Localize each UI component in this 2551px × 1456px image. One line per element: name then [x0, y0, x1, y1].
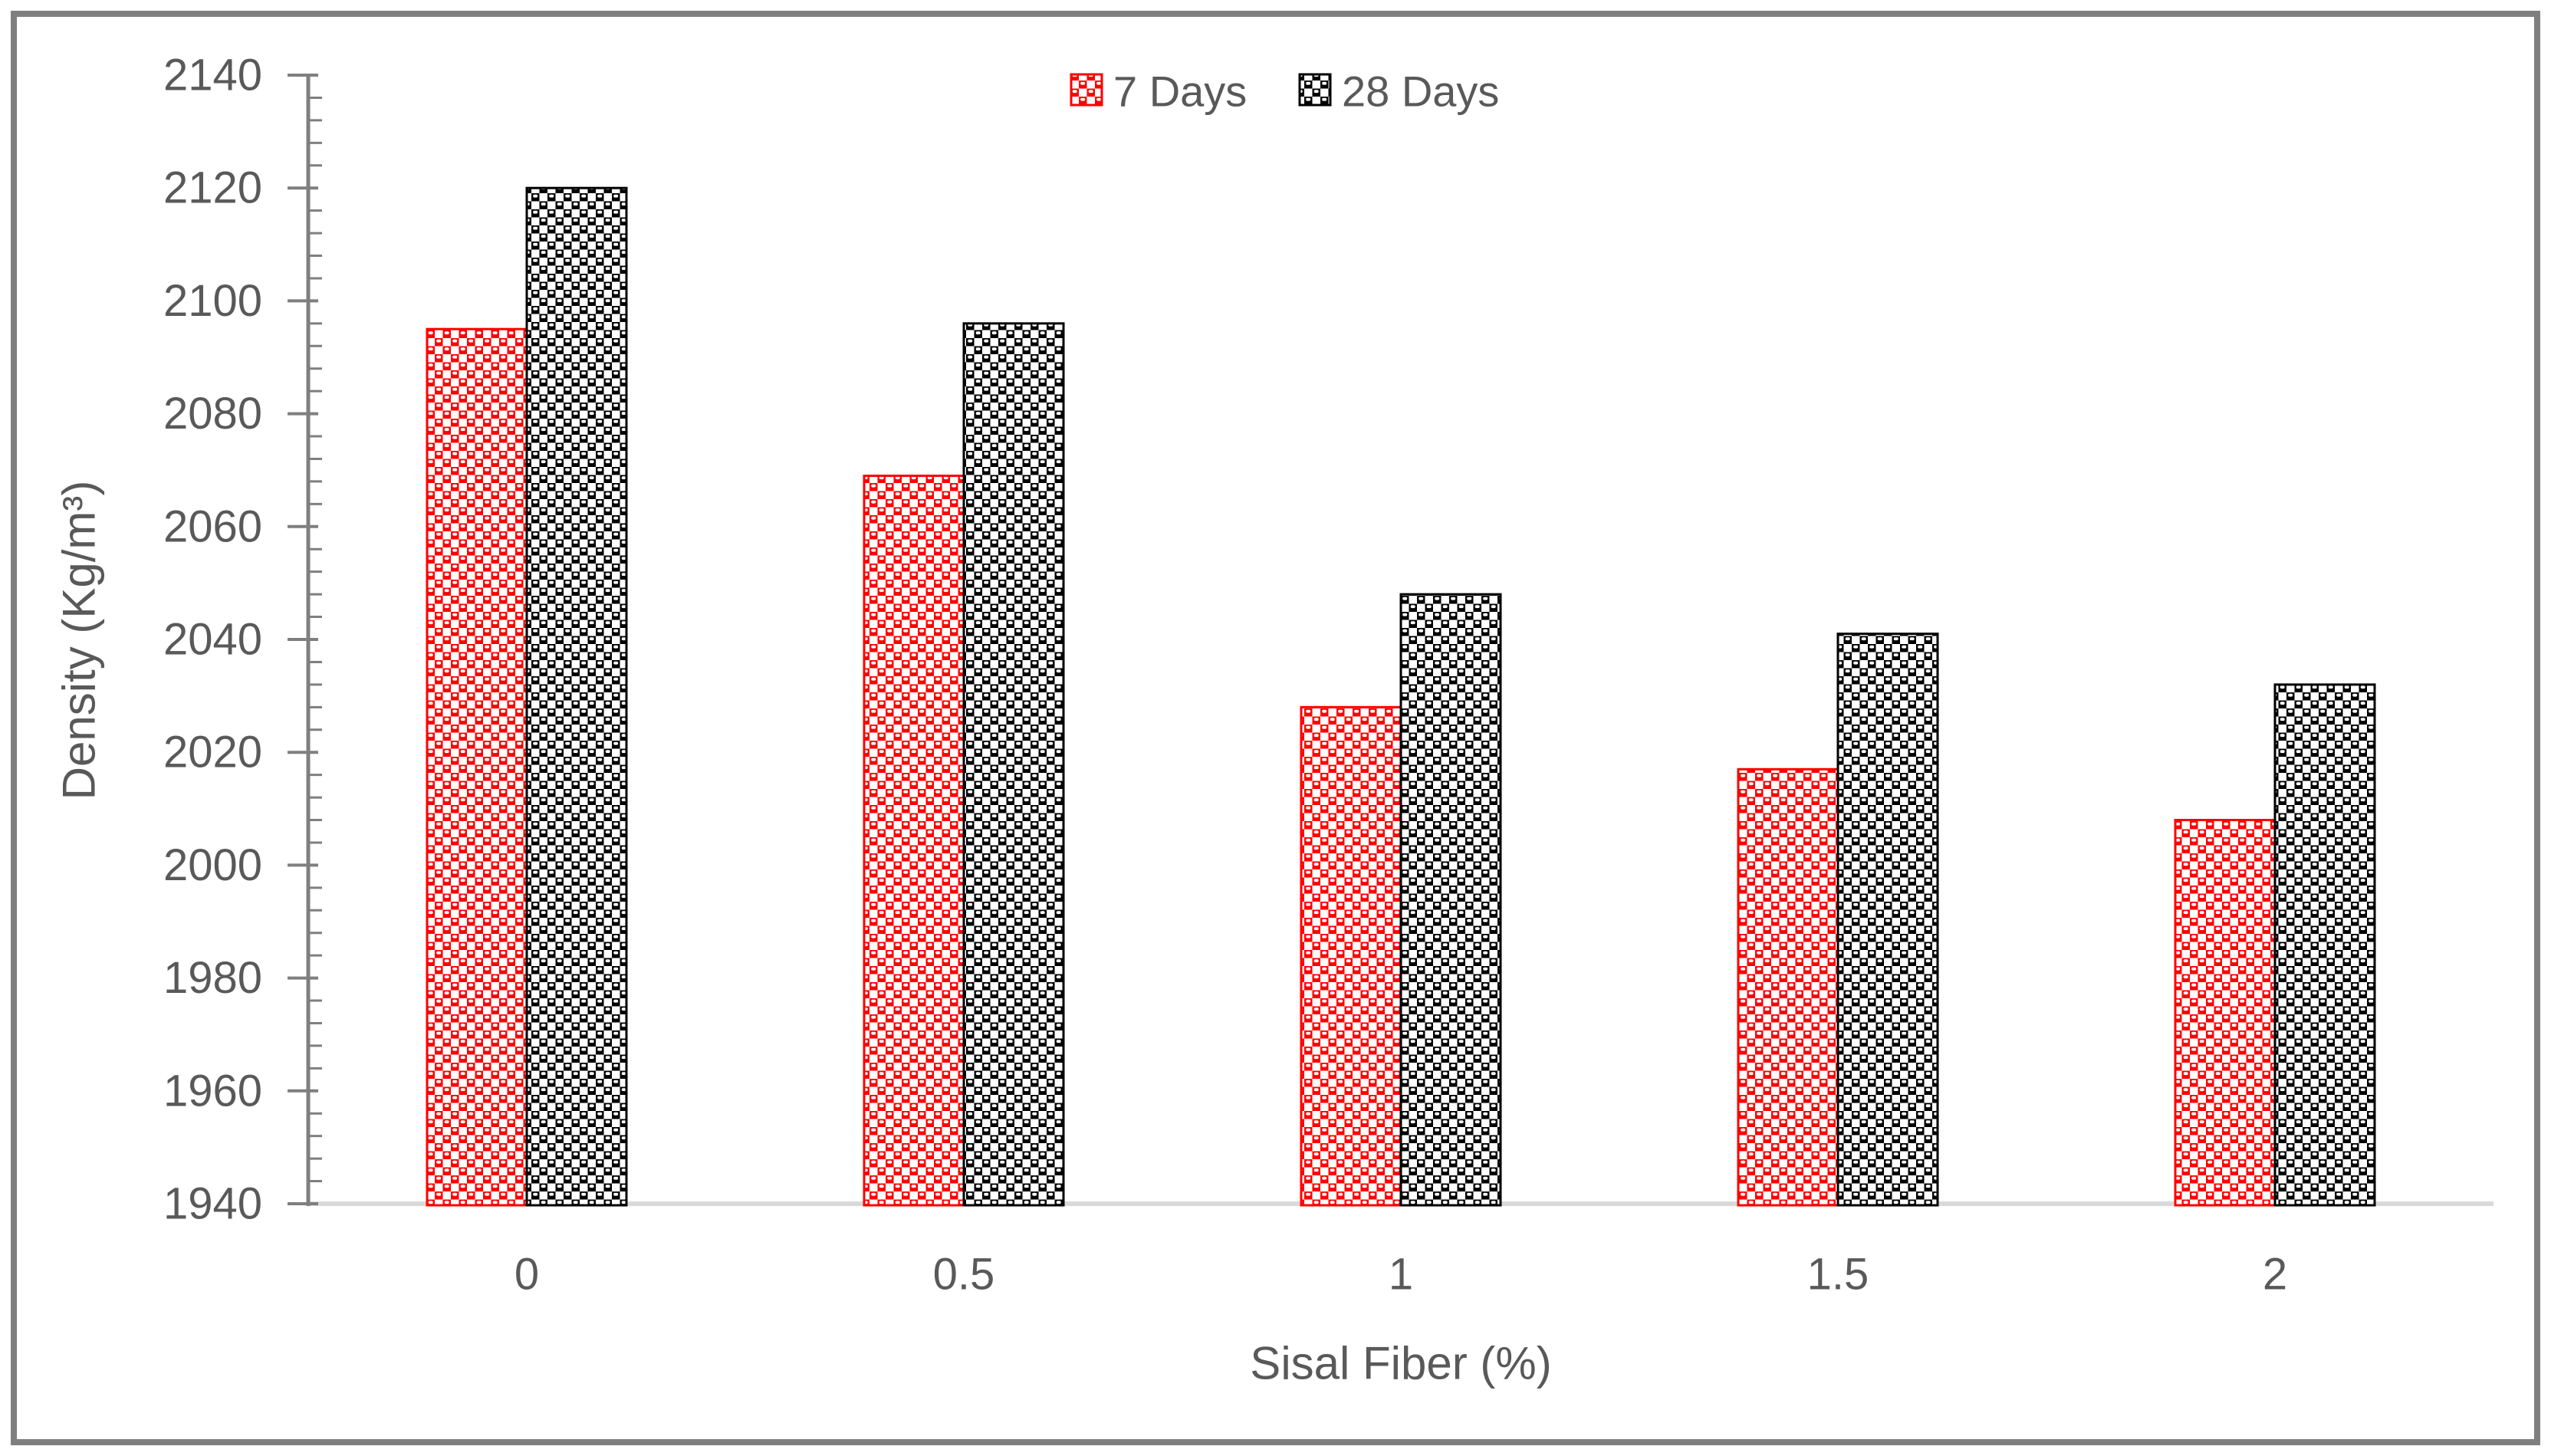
y-tick-label: 1980: [163, 953, 262, 1003]
x-tick-label: 1: [1389, 1250, 1413, 1300]
y-tick-label: 2100: [163, 276, 262, 326]
x-tick-label: 0.5: [933, 1250, 995, 1300]
legend-label-28-days: 28 Days: [1342, 67, 1499, 116]
bar-28-days-cat-0: [525, 186, 628, 1207]
bar-28-days-cat-2: [2273, 683, 2376, 1207]
bar-7-days-cat-1.5: [1737, 767, 1839, 1207]
plot-area: 1940 1960 1980 2000 2020 2040 2060 2080 2100 2120…: [163, 51, 2493, 1300]
y-tick-label: 2000: [163, 840, 262, 890]
legend-label-7-days: 7 Days: [1113, 67, 1247, 116]
y-tick-label: 1960: [163, 1066, 262, 1116]
y-tick-label: 2140: [163, 51, 262, 100]
y-tick-label: 2020: [163, 728, 262, 777]
y-axis-title: Density (Kg/m³): [54, 481, 105, 800]
x-tick-label: 2: [2263, 1250, 2287, 1300]
bar-28-days-cat-0.5: [962, 322, 1065, 1207]
bar-7-days-cat-1: [1300, 705, 1402, 1207]
y-tick-label: 2060: [163, 501, 262, 551]
bar-28-days-cat-1: [1399, 593, 1502, 1207]
y-tick-label: 2120: [163, 163, 262, 213]
x-tick-label: 1.5: [1807, 1250, 1869, 1300]
y-tick-label: 2040: [163, 615, 262, 665]
bar-28-days-cat-1.5: [1836, 633, 1939, 1207]
bar-7-days-cat-0: [426, 327, 528, 1207]
y-tick-label: 2080: [163, 389, 262, 439]
x-tick-label: 0: [514, 1250, 539, 1300]
bar-7-days-cat-2: [2174, 819, 2277, 1207]
legend-swatch-7-days: [1070, 73, 1103, 107]
legend: 7 Days 28 Days: [1070, 67, 1499, 116]
y-tick-label: 1940: [163, 1179, 262, 1229]
x-axis-title: Sisal Fiber (%): [1250, 1338, 1551, 1389]
bar-7-days-cat-0.5: [863, 475, 965, 1207]
legend-swatch-28-days: [1298, 73, 1332, 107]
